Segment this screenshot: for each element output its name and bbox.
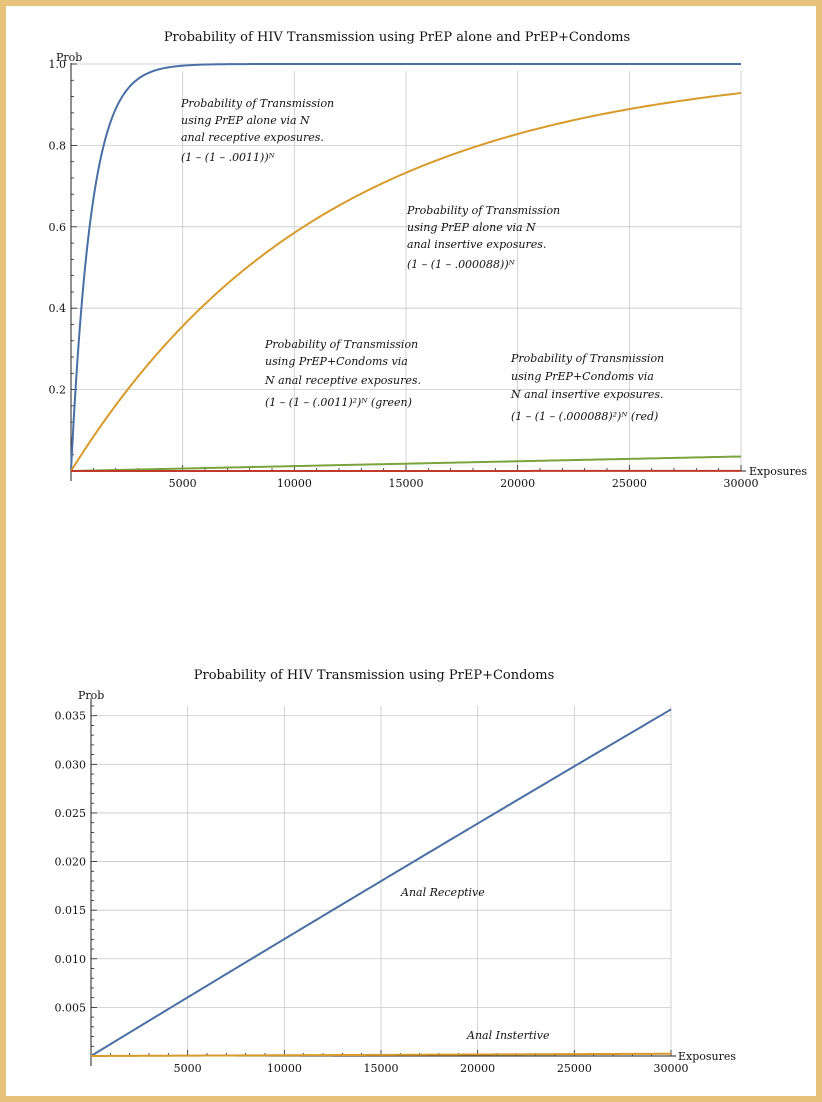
- chart-prep-condoms: 5000 10000 15000 20000 25000 30000 0.005 0.010 0…: [55, 668, 737, 1075]
- annotation-anal-insertive: Anal Instertive: [466, 1029, 550, 1042]
- x-tick-label: 15000: [389, 477, 424, 490]
- annotation-line: anal insertive exposures.: [407, 238, 546, 251]
- y-tick-label: 0.010: [55, 953, 87, 966]
- x-tick-label: 25000: [612, 477, 647, 490]
- annotation-condoms-receptive: Probability of Transmission using PrEP+C…: [264, 338, 421, 409]
- x-axis-label: Exposures: [678, 1050, 736, 1063]
- annotation-formula: (1 – (1 – (.0011)²)ᴺ (green): [265, 396, 412, 409]
- y-tick-label: 0.005: [55, 1001, 87, 1014]
- chart-title: Probability of HIV Transmission using Pr…: [164, 30, 630, 45]
- annotation-formula: (1 – (1 – .0011))ᴺ: [181, 151, 276, 164]
- x-axis-label: Exposures: [749, 465, 807, 478]
- x-tick-label: 20000: [460, 1062, 495, 1075]
- annotation-line: using PrEP alone via N: [407, 221, 536, 234]
- y-axis-label: Prob: [56, 51, 82, 64]
- series-line-prep-receptive: [70, 63, 741, 472]
- annotation-line: N anal insertive exposures.: [510, 388, 664, 401]
- annotation-line: using PrEP+Condoms via: [265, 355, 408, 368]
- y-tick-label: 0.025: [55, 807, 87, 820]
- y-tick-label: 0.030: [55, 758, 87, 771]
- axes: [90, 698, 676, 1066]
- annotation-formula: (1 – (1 – .000088))ᴺ: [407, 258, 516, 271]
- y-tick-label: 0.4: [49, 302, 67, 315]
- y-tick-label: 0.6: [49, 221, 67, 234]
- annotation-prep-insertive: Probability of Transmission using PrEP a…: [406, 204, 560, 271]
- series: [90, 708, 672, 1057]
- annotation-line: N anal receptive exposures.: [264, 374, 421, 387]
- figure-panel: 5000 10000 15000 20000 25000 30000 0.2 0.4 0.6 0.…: [6, 6, 816, 1096]
- annotation-line: Probability of Transmission: [510, 352, 664, 365]
- y-tick-label: 0.2: [49, 384, 67, 397]
- annotation-line: Probability of Transmission: [406, 204, 560, 217]
- x-tick-label: 30000: [654, 1062, 689, 1075]
- annotation-line: using PrEP alone via N: [181, 114, 310, 127]
- chart-prep-alone-and-condoms: 5000 10000 15000 20000 25000 30000 0.2 0.4 0.6 0.…: [49, 30, 808, 490]
- annotation-formula: (1 – (1 – (.000088)²)ᴺ (red): [511, 410, 658, 423]
- annotation-line: anal receptive exposures.: [181, 131, 324, 144]
- x-tick-label: 5000: [174, 1062, 202, 1075]
- y-axis-label: Prob: [78, 689, 104, 702]
- y-tick-label: 0.8: [49, 139, 67, 152]
- x-tick-label: 15000: [364, 1062, 399, 1075]
- series-line-anal-insertive: [91, 1052, 672, 1057]
- annotation-prep-receptive: Probability of Transmission using PrEP a…: [180, 97, 334, 164]
- series-line-prep-insertive: [70, 92, 742, 472]
- y-tick-label: 0.035: [55, 710, 87, 723]
- annotation-anal-receptive: Anal Receptive: [400, 886, 485, 899]
- x-tick-label: 5000: [169, 477, 197, 490]
- ticks: 5000 10000 15000 20000 25000 30000 0.005 0.010 0…: [55, 710, 689, 1075]
- x-tick-label: 10000: [267, 1062, 302, 1075]
- charts-svg: 5000 10000 15000 20000 25000 30000 0.2 0.4 0.6 0.…: [49, 30, 808, 1075]
- y-tick-label: 1.0: [49, 58, 67, 71]
- x-tick-label: 30000: [724, 477, 759, 490]
- y-tick-label: 0.020: [55, 856, 87, 869]
- series-line-anal-receptive: [90, 708, 672, 1057]
- x-tick-label: 25000: [557, 1062, 592, 1075]
- series: [70, 63, 742, 472]
- annotation-line: Probability of Transmission: [180, 97, 334, 110]
- chart-title: Probability of HIV Transmission using Pr…: [194, 668, 555, 683]
- grid: [71, 63, 742, 471]
- x-tick-label: 10000: [277, 477, 312, 490]
- annotation-condoms-insertive: Probability of Transmission using PrEP+C…: [510, 352, 664, 423]
- y-tick-label: 0.015: [55, 904, 87, 917]
- ticks: 5000 10000 15000 20000 25000 30000 0.2 0.4 0.6 0.…: [49, 58, 759, 490]
- x-tick-label: 20000: [500, 477, 535, 490]
- annotation-line: using PrEP+Condoms via: [511, 370, 654, 383]
- annotation-line: Probability of Transmission: [264, 338, 418, 351]
